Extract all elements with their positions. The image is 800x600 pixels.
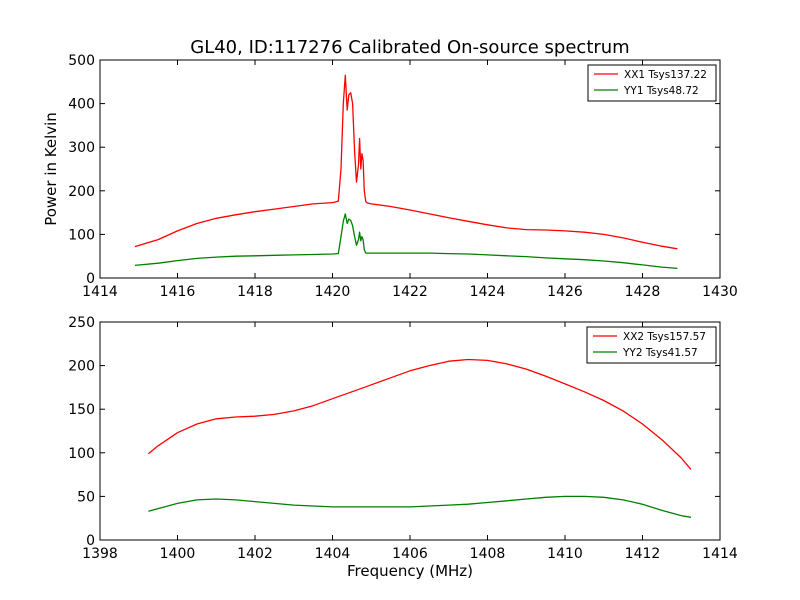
y-tick-label: 0	[86, 271, 95, 287]
x-tick-label: 1418	[237, 284, 273, 300]
x-tick-label: 1412	[625, 546, 661, 562]
x-tick-label: 1402	[237, 546, 273, 562]
x-tick-label: 1400	[160, 546, 196, 562]
series-line-yy2	[148, 495, 692, 518]
x-tick-label: 1408	[470, 546, 506, 562]
top-series-layer	[134, 74, 678, 270]
bottom-legend: XX2 Tsys157.57 YY2 Tsys41.57	[586, 326, 717, 364]
top-legend-box	[587, 64, 717, 102]
x-tick-label: 1430	[702, 284, 738, 300]
x-tick-label: 1398	[82, 546, 118, 562]
bottom-subplot: Frequency (MHz) 1398 1400 1402 1404 1406 1408…	[68, 315, 738, 580]
x-tick-label: 1410	[547, 546, 583, 562]
bottom-series-layer	[147, 358, 692, 518]
y-tick-label: 100	[68, 446, 95, 462]
x-tick-label: 1416	[160, 284, 196, 300]
y-axis-label: Power in Kelvin	[42, 112, 60, 226]
x-tick-label: 1428	[625, 284, 661, 300]
x-tick-label: 1414	[82, 284, 118, 300]
legend-label-yy2: YY2 Tsys41.57	[622, 347, 698, 359]
legend-label-yy1: YY1 Tsys48.72	[623, 85, 699, 97]
y-tick-label: 100	[68, 227, 95, 243]
x-tick-label: 1420	[315, 284, 351, 300]
x-tick-label: 1406	[392, 546, 428, 562]
top-axis-layer: 1414 1416 1418 1420 1422 1424 1426 1428 1430 0 100…	[68, 53, 738, 300]
y-tick-label: 500	[68, 53, 95, 69]
y-tick-label: 200	[68, 359, 95, 375]
y-tick-label: 0	[86, 533, 95, 549]
y-tick-label: 50	[77, 489, 95, 505]
bottom-legend-box	[586, 326, 717, 364]
x-tick-label: 1422	[392, 284, 428, 300]
legend-label-xx1: XX1 Tsys137.22	[624, 69, 707, 81]
series-line-xx2	[147, 358, 692, 470]
bottom-axis-layer: 1398 1400 1402 1404 1406 1408 1410 1412 1414 0 50 1…	[68, 315, 738, 562]
series-line-yy1	[134, 213, 678, 270]
y-tick-label: 250	[68, 315, 95, 331]
x-tick-label: 1426	[547, 284, 583, 300]
chart-title: GL40, ID:117276 Calibrated On-source spe…	[190, 37, 629, 58]
top-subplot: GL40, ID:117276 Calibrated On-source spe…	[42, 37, 738, 300]
legend-label-xx2: XX2 Tsys157.57	[623, 331, 706, 343]
y-tick-label: 150	[68, 402, 95, 418]
y-tick-label: 400	[68, 97, 95, 113]
x-tick-label: 1404	[315, 546, 351, 562]
y-tick-label: 300	[68, 140, 95, 156]
series-line-xx1	[134, 74, 678, 250]
x-tick-label: 1414	[702, 546, 738, 562]
x-tick-label: 1424	[470, 284, 506, 300]
x-axis-label: Frequency (MHz)	[347, 562, 473, 580]
y-tick-label: 200	[68, 184, 95, 200]
top-legend: XX1 Tsys137.22 YY1 Tsys48.72	[587, 64, 717, 102]
